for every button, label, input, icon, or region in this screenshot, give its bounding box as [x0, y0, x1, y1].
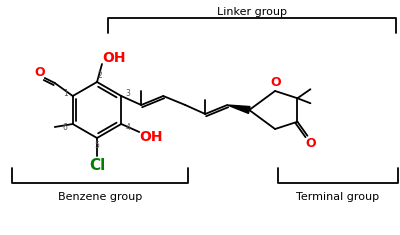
- Text: OH: OH: [140, 130, 163, 144]
- Text: 1: 1: [63, 90, 68, 98]
- Text: O: O: [305, 137, 316, 150]
- Text: O: O: [34, 66, 45, 78]
- Text: 6: 6: [62, 122, 67, 132]
- Text: Linker group: Linker group: [217, 7, 287, 17]
- Text: 2: 2: [98, 71, 102, 81]
- Polygon shape: [227, 105, 250, 114]
- Text: OH: OH: [102, 51, 126, 65]
- Text: 4: 4: [126, 124, 131, 133]
- Text: O: O: [271, 76, 281, 90]
- Text: Benzene group: Benzene group: [58, 192, 142, 202]
- Text: Cl: Cl: [89, 158, 105, 173]
- Text: 5: 5: [94, 141, 100, 150]
- Text: 3: 3: [126, 90, 131, 98]
- Text: Terminal group: Terminal group: [296, 192, 380, 202]
